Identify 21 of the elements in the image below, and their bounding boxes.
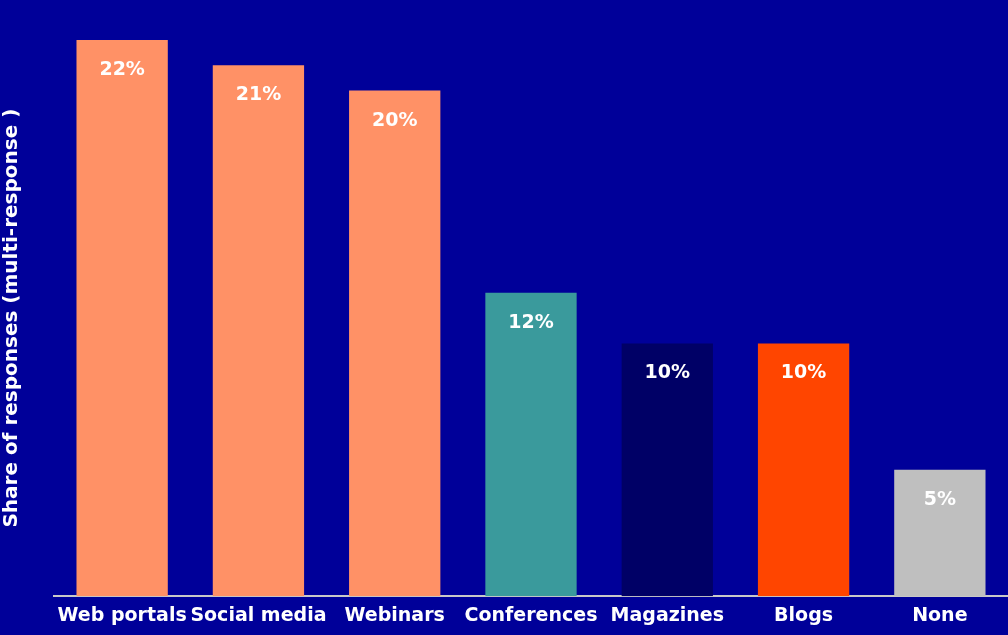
bar xyxy=(621,343,713,597)
x-tick-label: Web portals xyxy=(57,602,187,625)
x-tick-label: Social media xyxy=(190,602,327,625)
data-label: 21% xyxy=(235,82,282,105)
bar xyxy=(212,65,305,597)
bar xyxy=(349,90,441,597)
bar xyxy=(485,292,577,597)
x-tick-label: Conferences xyxy=(464,602,598,625)
x-tick-label: None xyxy=(912,602,968,625)
data-label: 12% xyxy=(508,309,554,332)
data-label: 20% xyxy=(371,107,418,130)
data-label: 10% xyxy=(644,360,691,383)
data-label: 10% xyxy=(780,360,827,383)
y-axis-title: Share of responses (multi-response ) xyxy=(0,108,23,528)
bar xyxy=(76,40,168,597)
x-tick-label: Blogs xyxy=(774,602,834,625)
data-label: 22% xyxy=(99,56,145,79)
x-tick-label: Webinars xyxy=(344,602,445,625)
data-label: 5% xyxy=(923,486,956,509)
x-tick-label: Magazines xyxy=(610,602,725,625)
bar xyxy=(757,343,850,597)
